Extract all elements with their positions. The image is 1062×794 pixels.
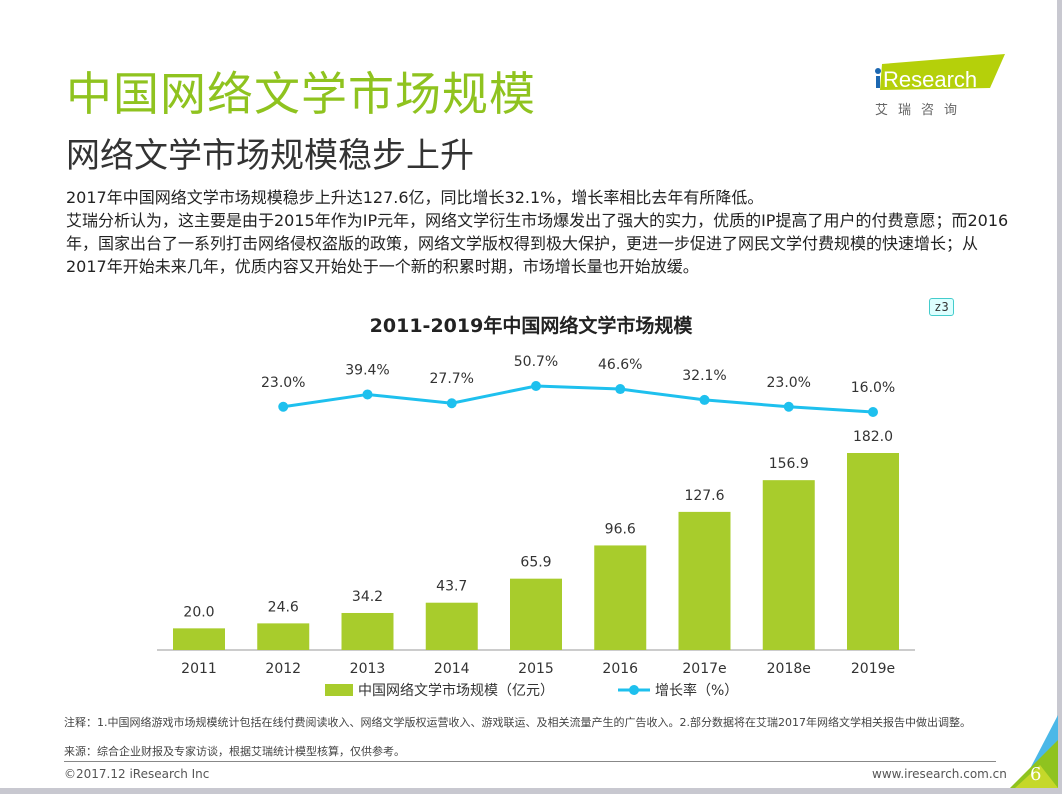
- legend-bar-label: 中国网络文学市场规模（亿元）: [358, 682, 554, 699]
- footnote: 注释：1.中国网络游戏市场规模统计包括在线付费阅读收入、网络文学版权运营收入、游…: [64, 716, 971, 729]
- bar-data-label: 182.0: [853, 429, 893, 445]
- x-tick-label: 2014: [434, 661, 470, 677]
- corner-decoration: [1010, 715, 1058, 788]
- growth-data-label: 50.7%: [514, 354, 558, 370]
- growth-point: [531, 380, 541, 391]
- x-tick-label: 2015: [518, 661, 554, 677]
- bar: [173, 628, 225, 650]
- growth-data-label: 32.1%: [682, 368, 726, 384]
- x-tick-label: 2017e: [682, 661, 726, 677]
- legend-bar-swatch: [325, 684, 353, 696]
- legend-line-label: 增长率（%）: [655, 682, 738, 699]
- x-tick-label: 2013: [350, 661, 386, 677]
- bar-data-label: 96.6: [605, 521, 636, 537]
- growth-data-label: 46.6%: [598, 357, 642, 373]
- body-paragraph: 艾瑞分析认为，这主要是由于2015年作为IP元年，网络文学衍生市场爆发出了强大的…: [66, 211, 1009, 276]
- bar: [594, 545, 647, 650]
- source-note: 来源：综合企业财报及专家访谈，根据艾瑞统计模型核算，仅供参考。: [64, 745, 405, 758]
- growth-point: [362, 389, 373, 400]
- legend-line-marker: [629, 685, 639, 695]
- copyright: ©2017.12 iResearch Inc: [64, 767, 210, 781]
- growth-point: [699, 394, 710, 405]
- svg-text:Research: Research: [883, 67, 977, 92]
- body-text: 2017年中国网络文学市场规模稳步上升达127.6亿，同比增长32.1%，增长率…: [66, 186, 1016, 278]
- frame-border: [0, 788, 1062, 794]
- growth-data-label: 16.0%: [851, 380, 895, 396]
- x-tick-label: 2012: [265, 661, 301, 677]
- growth-data-label: 23.0%: [767, 375, 811, 391]
- bar-data-label: 43.7: [436, 579, 467, 595]
- growth-data-label: 27.7%: [430, 371, 474, 387]
- bar: [425, 602, 478, 650]
- bar: [762, 480, 815, 650]
- chart-title: 2011-2019年中国网络文学市场规模: [369, 315, 693, 337]
- growth-point: [278, 401, 289, 412]
- growth-data-label: 23.0%: [261, 375, 305, 391]
- website-link[interactable]: www.iresearch.com.cn: [872, 767, 1007, 781]
- divider: [64, 761, 996, 762]
- bar: [257, 623, 310, 650]
- bar-data-label: 24.6: [268, 599, 299, 615]
- page-number: 6: [1030, 764, 1042, 785]
- bar-data-label: 65.9: [520, 555, 551, 571]
- bar-data-label: 156.9: [769, 456, 809, 472]
- page-title: 中国网络文学市场规模: [66, 67, 536, 121]
- frame-border: [1057, 0, 1062, 794]
- growth-point: [783, 401, 794, 412]
- iresearch-logo: Research 艾瑞咨询: [875, 54, 1005, 118]
- x-tick-label: 2016: [602, 661, 638, 677]
- comment-badge[interactable]: z3: [929, 298, 954, 316]
- bar-data-label: 127.6: [684, 488, 724, 504]
- growth-point: [868, 407, 878, 417]
- growth-line: [283, 384, 874, 414]
- x-tick-label: 2011: [181, 661, 217, 677]
- growth-point: [446, 398, 457, 409]
- page-subtitle: 网络文学市场规模稳步上升: [66, 136, 474, 176]
- svg-text:艾瑞咨询: 艾瑞咨询: [875, 103, 967, 118]
- bar-data-label: 34.2: [352, 589, 383, 605]
- bar-data-label: 20.0: [183, 604, 214, 620]
- growth-point: [615, 384, 626, 395]
- x-tick-label: 2018e: [767, 661, 811, 677]
- growth-data-label: 39.4%: [345, 362, 389, 378]
- x-tick-label: 2019e: [851, 661, 895, 677]
- bar: [678, 511, 731, 650]
- body-paragraph: 2017年中国网络文学市场规模稳步上升达127.6亿，同比增长32.1%，增长率…: [66, 188, 764, 207]
- bar: [341, 612, 394, 650]
- bar: [847, 453, 899, 650]
- bar: [510, 578, 562, 650]
